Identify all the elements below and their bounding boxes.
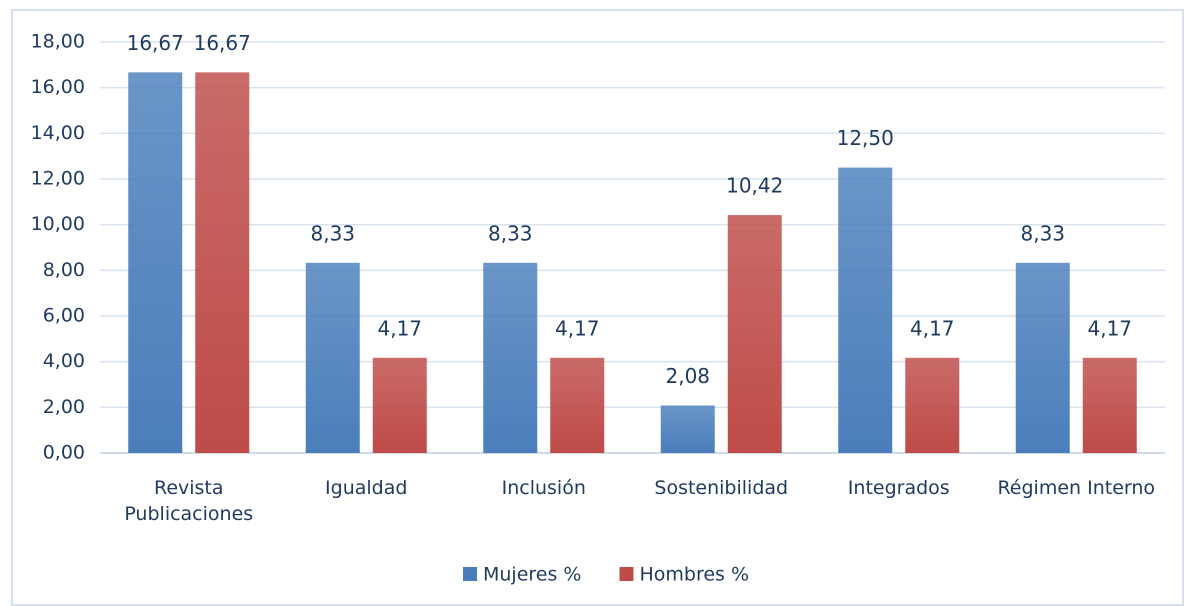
data-label: 4,17	[377, 316, 422, 340]
x-tick-label: Sostenibilidad	[654, 477, 789, 499]
data-label: 16,67	[127, 31, 184, 55]
bar	[195, 72, 250, 453]
data-label: 4,17	[1087, 316, 1132, 340]
bar	[905, 357, 960, 453]
data-label: 8,33	[1020, 221, 1065, 245]
data-label: 16,67	[194, 31, 251, 55]
x-tick-label: Régimen Interno	[997, 477, 1156, 499]
data-label: 2,08	[665, 364, 710, 388]
y-tick-label: 8,00	[43, 259, 85, 281]
bar	[1015, 262, 1070, 453]
y-tick-label: 6,00	[43, 305, 85, 327]
y-tick-label: 2,00	[43, 396, 85, 418]
y-tick-label: 4,00	[43, 350, 85, 372]
y-tick-label: 0,00	[43, 442, 85, 464]
x-tick-label: Inclusión	[501, 477, 586, 499]
x-tick-label: Integrados	[847, 477, 950, 499]
bar	[838, 167, 893, 454]
data-label: 4,17	[910, 316, 955, 340]
data-label: 8,33	[310, 221, 355, 245]
bar	[305, 262, 360, 453]
y-tick-label: 12,00	[31, 168, 85, 190]
bar	[128, 72, 183, 453]
bar	[483, 262, 538, 453]
data-label: 4,17	[555, 316, 600, 340]
legend-swatch	[619, 567, 634, 581]
data-label: 10,42	[726, 174, 783, 198]
legend-label: Hombres %	[639, 564, 749, 586]
bar	[550, 357, 605, 453]
legend-label: Mujeres %	[483, 564, 581, 586]
x-tick-label: Revista Publicaciones	[124, 477, 254, 525]
y-tick-label: 10,00	[31, 213, 85, 235]
y-tick-label: 18,00	[31, 31, 85, 53]
bar	[727, 215, 782, 453]
y-tick-label: 14,00	[31, 122, 85, 144]
bar	[372, 357, 427, 453]
bar	[660, 405, 715, 453]
data-label: 8,33	[488, 221, 533, 245]
y-tick-label: 16,00	[31, 76, 85, 98]
x-tick-label: Igualdad	[325, 477, 408, 499]
chart-frame	[11, 9, 1184, 606]
legend-swatch	[463, 567, 477, 581]
bar	[1082, 357, 1137, 453]
data-label: 12,50	[837, 126, 894, 150]
